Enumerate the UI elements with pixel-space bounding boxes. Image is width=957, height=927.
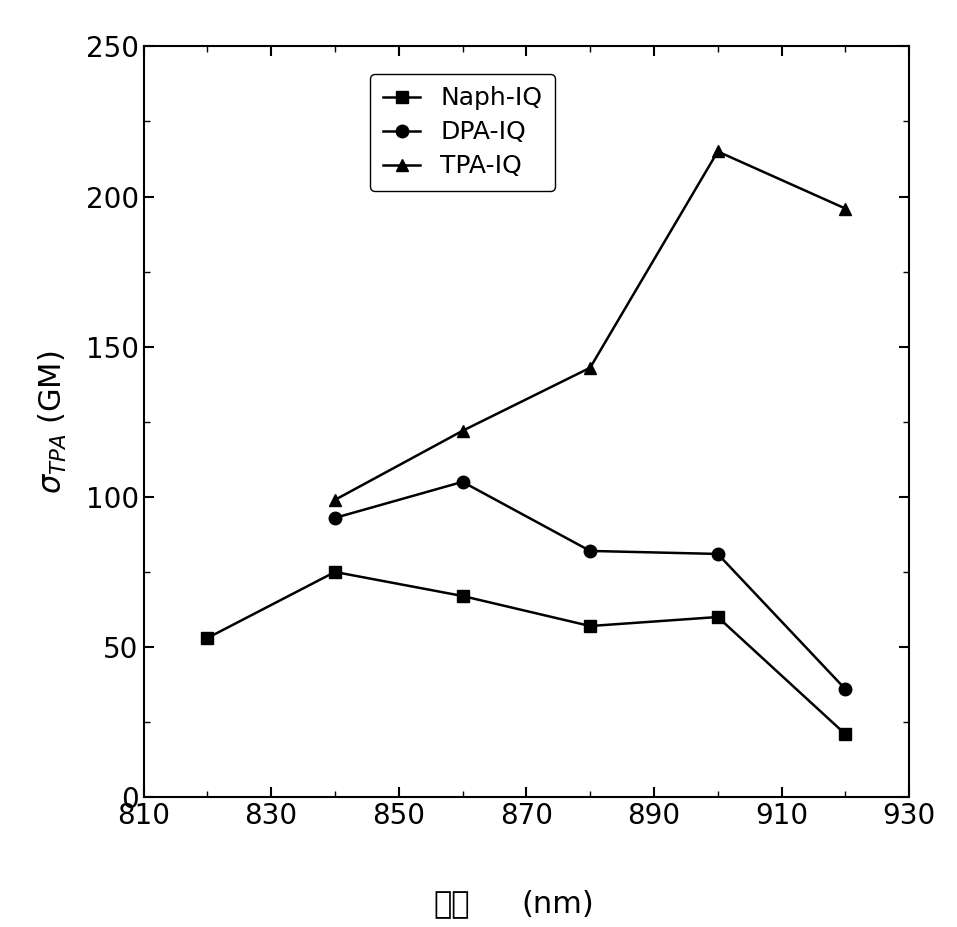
Naph-IQ: [712, 612, 723, 623]
Naph-IQ: [585, 620, 596, 631]
DPA-IQ: [585, 545, 596, 556]
Naph-IQ: [456, 590, 468, 602]
DPA-IQ: [712, 549, 723, 560]
TPA-IQ: [329, 494, 341, 505]
Naph-IQ: [329, 566, 341, 578]
Y-axis label: $\sigma_{TPA}$ (GM): $\sigma_{TPA}$ (GM): [36, 350, 69, 493]
DPA-IQ: [839, 683, 851, 694]
DPA-IQ: [329, 513, 341, 524]
Legend: Naph-IQ, DPA-IQ, TPA-IQ: Naph-IQ, DPA-IQ, TPA-IQ: [370, 74, 555, 191]
TPA-IQ: [456, 425, 468, 437]
Naph-IQ: [839, 729, 851, 740]
Line: Naph-IQ: Naph-IQ: [201, 565, 852, 741]
TPA-IQ: [585, 362, 596, 374]
TPA-IQ: [839, 203, 851, 214]
DPA-IQ: [456, 476, 468, 488]
TPA-IQ: [712, 146, 723, 157]
Naph-IQ: [202, 632, 213, 643]
Line: DPA-IQ: DPA-IQ: [328, 476, 852, 695]
Text: 波长: 波长: [434, 890, 471, 919]
Text: (nm): (nm): [521, 890, 594, 919]
Line: TPA-IQ: TPA-IQ: [328, 146, 852, 506]
